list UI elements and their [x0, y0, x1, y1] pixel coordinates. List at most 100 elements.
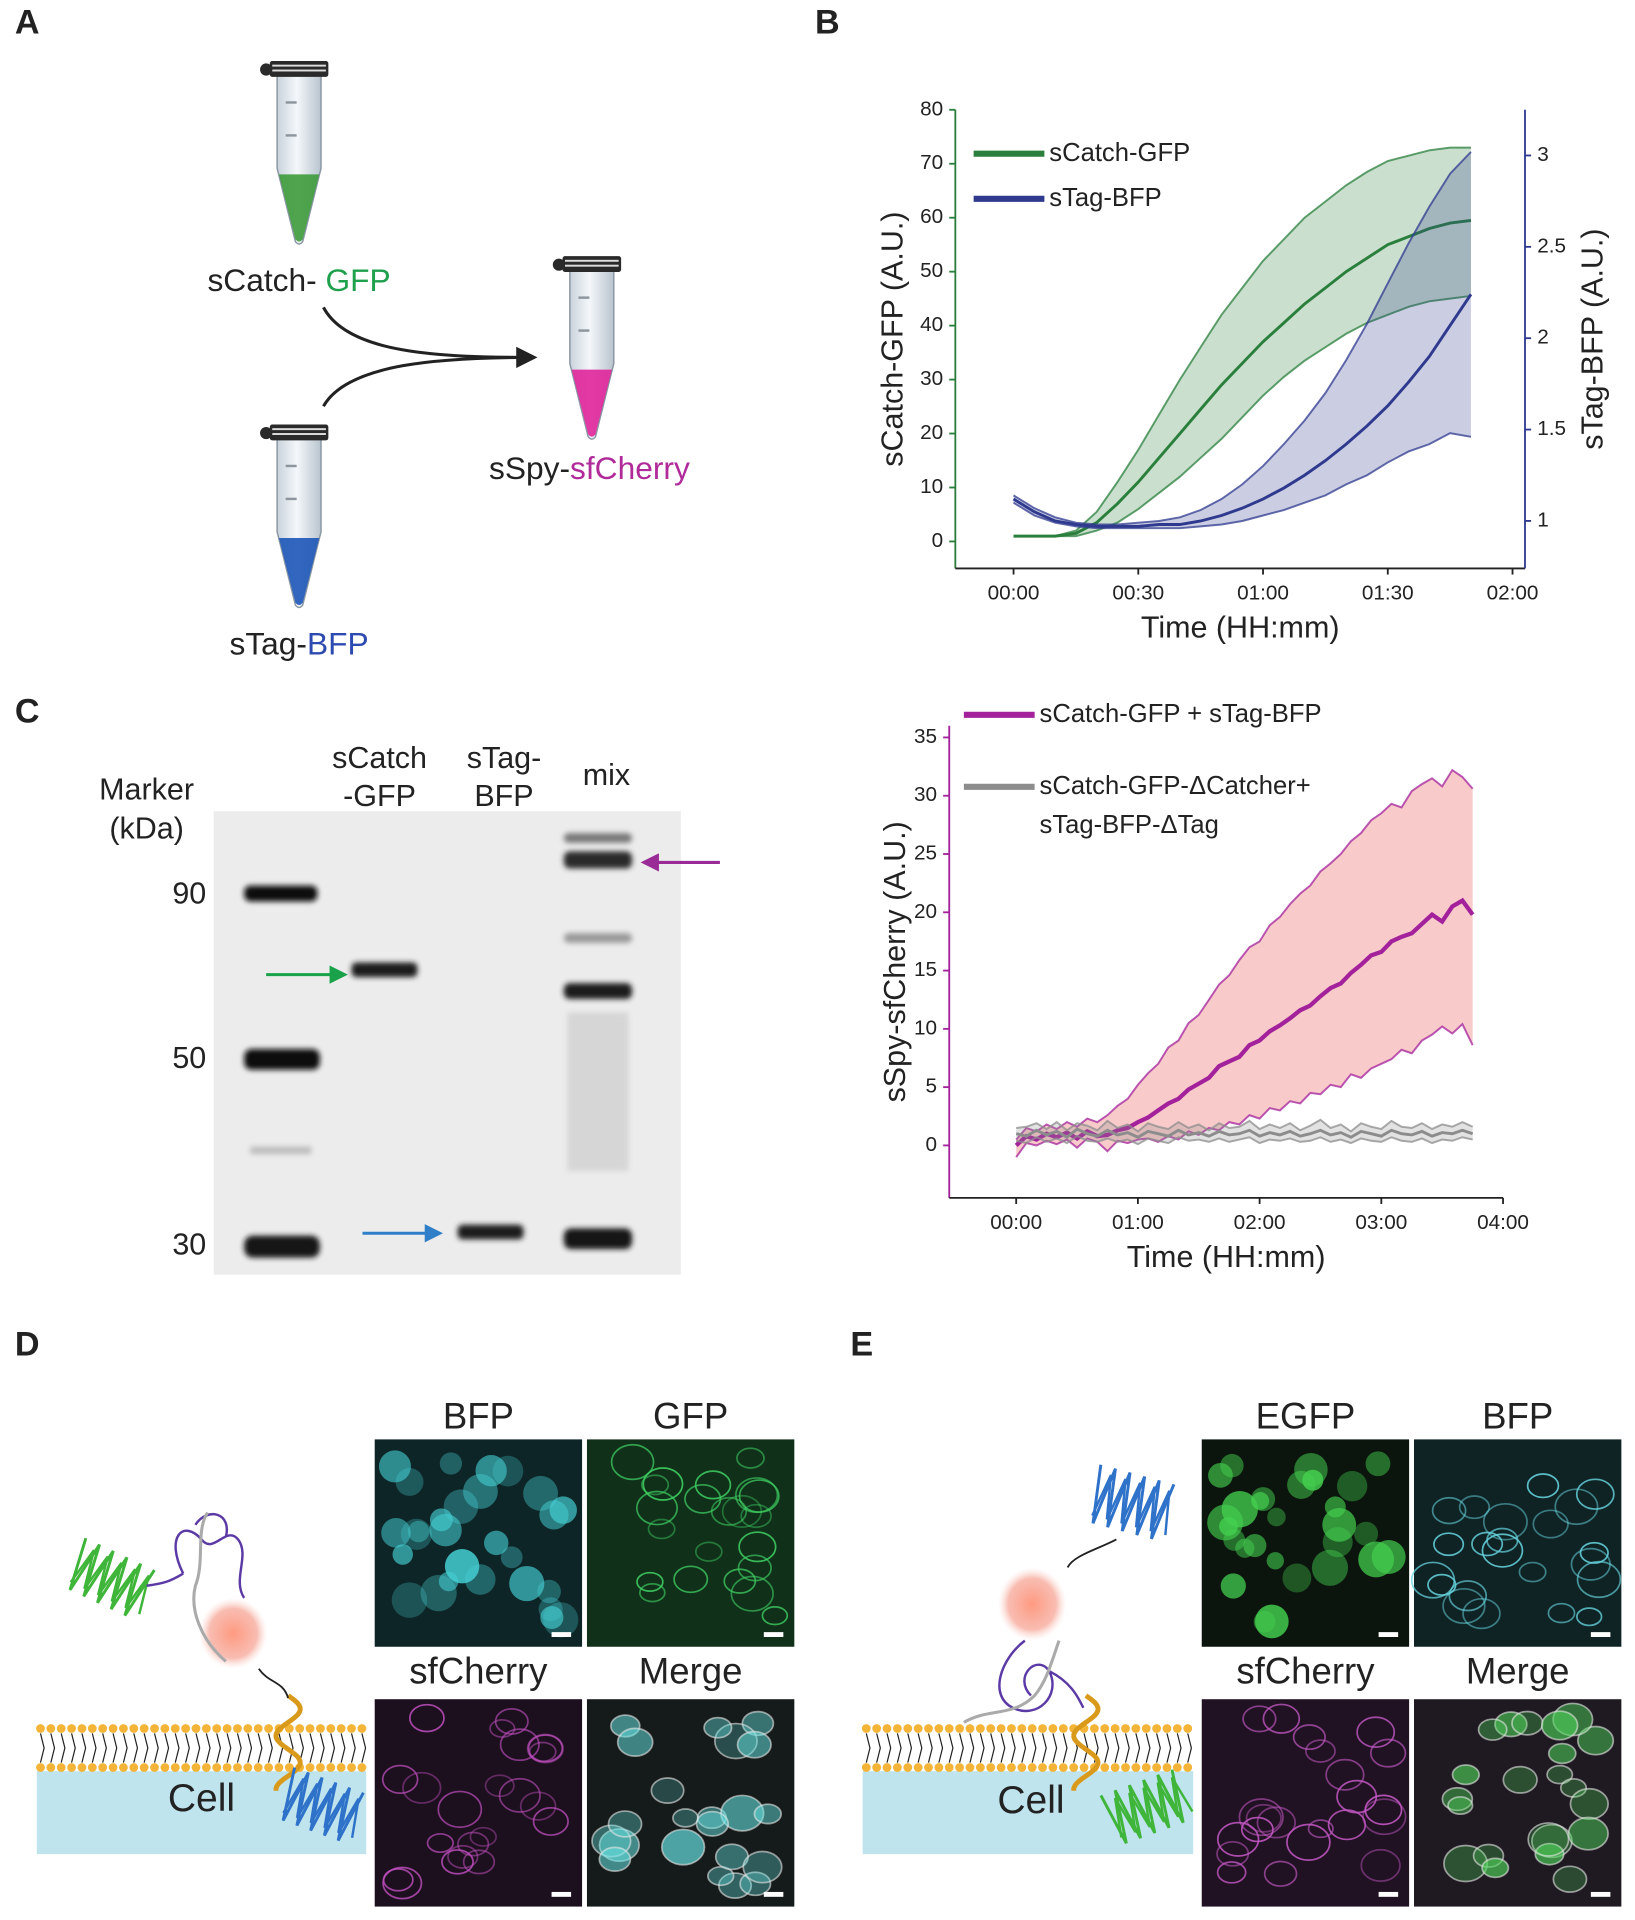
cell-outline — [498, 1777, 541, 1813]
cell-outline — [642, 1467, 684, 1501]
lipid-head — [233, 1763, 242, 1772]
micrograph — [374, 1699, 583, 1907]
lipid-head — [77, 1724, 87, 1733]
cell-outline — [426, 1833, 454, 1854]
lipid-head — [264, 1763, 273, 1772]
cell-outline — [1216, 1840, 1250, 1867]
cell-outline — [1441, 1786, 1474, 1812]
lipid-head — [934, 1763, 944, 1772]
lipid-head — [1141, 1724, 1151, 1733]
cell-outline — [1245, 1803, 1282, 1833]
lipid-head — [170, 1763, 180, 1772]
lipid-head — [872, 1724, 882, 1733]
lipid-head — [1141, 1763, 1151, 1772]
cell-outline — [753, 1803, 783, 1825]
lipid-head — [119, 1763, 128, 1772]
lipid-head — [1172, 1763, 1182, 1772]
lipid-tail — [102, 1733, 107, 1763]
cell-blob — [378, 1450, 411, 1483]
lipid-head — [1121, 1763, 1130, 1772]
lipid-head — [87, 1763, 97, 1772]
cell-blob — [509, 1565, 545, 1602]
lipid-head — [1017, 1724, 1027, 1733]
x-tick-label: 01:00 — [1112, 1211, 1164, 1234]
lipid-head — [129, 1724, 139, 1733]
lipid-tail — [122, 1733, 128, 1763]
cell-outline — [761, 1606, 789, 1626]
cell-blob — [439, 1452, 463, 1475]
lipid-tail — [1124, 1733, 1130, 1763]
cell-outline — [672, 1808, 699, 1828]
cell-outline — [1431, 1496, 1467, 1525]
lipid-head — [1038, 1724, 1047, 1733]
scale-bar — [763, 1632, 784, 1638]
lipid-head — [913, 1724, 923, 1733]
cell-outline — [736, 1447, 765, 1469]
strand — [1113, 1776, 1194, 1838]
channel-label: BFP — [443, 1395, 514, 1436]
cell-outline — [1481, 1857, 1510, 1879]
y-tick-label: 30 — [914, 783, 937, 806]
tube — [259, 60, 330, 245]
band — [244, 885, 318, 902]
legend-label: sCatch-GFP + sTag-BFP — [1039, 700, 1322, 729]
cell-label: Cell — [997, 1779, 1064, 1822]
cell-outline — [730, 1575, 774, 1612]
cell-outline — [1263, 1860, 1298, 1887]
y-tick-label: 60 — [920, 205, 943, 228]
lipid-head — [119, 1724, 128, 1733]
cell-outline — [1559, 1778, 1588, 1798]
lipid-head — [212, 1724, 222, 1733]
lipid-tail — [938, 1733, 944, 1763]
lipid-head — [274, 1763, 284, 1772]
x-tick-label: 02:00 — [1234, 1211, 1286, 1234]
band — [457, 1224, 524, 1240]
lipid-head — [924, 1763, 933, 1772]
lipid-head — [986, 1763, 996, 1772]
cell-outline — [740, 1503, 772, 1529]
lipid-head — [1090, 1724, 1099, 1733]
channel-label: sfCherry — [409, 1650, 548, 1691]
label-prefix: sCatch- — [207, 262, 325, 298]
cell-outline — [1576, 1607, 1603, 1627]
band-fill — [1013, 147, 1471, 537]
lipid-tail — [886, 1733, 892, 1763]
scale-bar — [1378, 1891, 1399, 1897]
lane-label: sCatch — [332, 741, 427, 775]
label-highlight: GFP — [326, 262, 391, 298]
lipid-head — [1048, 1763, 1058, 1772]
x-tick-label: 00:00 — [988, 582, 1040, 605]
cell-outline — [499, 1728, 540, 1762]
series-line — [1012, 293, 1473, 528]
cell-outline — [1360, 1848, 1401, 1882]
cell-outline — [1481, 1533, 1524, 1568]
cell-blob — [543, 1602, 579, 1638]
band — [563, 983, 633, 1000]
cell-outline — [635, 1490, 679, 1526]
cell-blob — [444, 1549, 480, 1584]
cell-outline — [1307, 1819, 1334, 1839]
lipid-head — [77, 1763, 87, 1772]
lipid-tail — [185, 1733, 190, 1763]
lipid-tail — [278, 1733, 284, 1763]
lipid-tail — [876, 1733, 881, 1763]
lipid-head — [46, 1724, 56, 1733]
lipid-tail — [1041, 1733, 1047, 1763]
protein-domain — [1099, 1769, 1194, 1845]
y-axis-label: sCatch-GFP (A.U.) — [875, 212, 909, 467]
cell-blob — [1267, 1507, 1286, 1527]
lipid-head — [108, 1724, 118, 1733]
cell-outline — [489, 1719, 516, 1738]
micrograph — [1201, 1699, 1410, 1907]
lipid-head — [212, 1763, 222, 1772]
lipid-head — [139, 1724, 149, 1733]
lipid-tail — [133, 1733, 139, 1763]
band — [563, 1228, 633, 1250]
lipid-head — [924, 1724, 933, 1733]
lipid-head — [882, 1724, 892, 1733]
panel-letter: C — [15, 693, 40, 731]
lipid-head — [1110, 1763, 1120, 1772]
cell-blob — [395, 1468, 424, 1496]
strand — [281, 1767, 365, 1842]
cell-outline — [1442, 1587, 1486, 1625]
